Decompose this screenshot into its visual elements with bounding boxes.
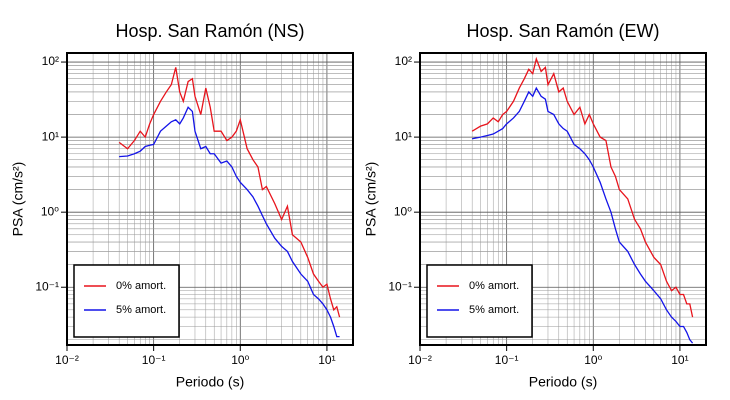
x-tick-label: 10⁻¹ — [495, 353, 519, 367]
legend-box — [73, 264, 180, 338]
x-tick-label: 10⁰ — [584, 353, 602, 367]
x-tick-label: 10⁻² — [55, 353, 79, 367]
plot-frame — [66, 52, 354, 346]
series-line — [119, 106, 340, 338]
series-line — [472, 86, 694, 344]
y-axis-label: PSA (cm/s²) — [363, 162, 379, 237]
y-tick-label: 10⁰ — [41, 204, 59, 218]
legend-label: 5% amort. — [116, 304, 166, 316]
chart: Hosp. San Ramón (NS) Periodo (s) PSA (cm/s… — [10, 21, 354, 390]
legend-box — [426, 264, 533, 338]
x-tick-label: 10¹ — [671, 353, 688, 367]
series-line — [471, 56, 694, 318]
x-tick-label: 10⁻² — [408, 353, 432, 367]
x-tick-label: 10¹ — [318, 353, 335, 367]
series-line — [118, 67, 341, 318]
legend-label: 0% amort. — [469, 280, 519, 292]
x-tick-label: 10⁻¹ — [142, 353, 166, 367]
y-tick-label: 10² — [42, 54, 59, 68]
chart-title: Hosp. San Ramón (NS) — [115, 21, 304, 41]
x-axis-label: Periodo (s) — [176, 374, 244, 390]
y-axis-label: PSA (cm/s²) — [10, 162, 26, 237]
x-axis-label: Periodo (s) — [529, 374, 597, 390]
y-tick-label: 10⁻¹ — [35, 279, 59, 293]
y-tick-label: 10⁻¹ — [388, 279, 412, 293]
chart: Hosp. San Ramón (EW) Periodo (s) PSA (cm/s… — [363, 21, 707, 390]
legend-label: 5% amort. — [469, 304, 519, 316]
y-tick-label: 10⁰ — [394, 204, 412, 218]
plot-frame — [419, 52, 707, 346]
x-tick-label: 10⁰ — [231, 353, 249, 367]
y-tick-label: 10¹ — [42, 129, 59, 143]
y-tick-label: 10¹ — [395, 129, 412, 143]
y-tick-label: 10² — [395, 54, 412, 68]
legend-label: 0% amort. — [116, 280, 166, 292]
chart-title: Hosp. San Ramón (EW) — [466, 21, 659, 41]
